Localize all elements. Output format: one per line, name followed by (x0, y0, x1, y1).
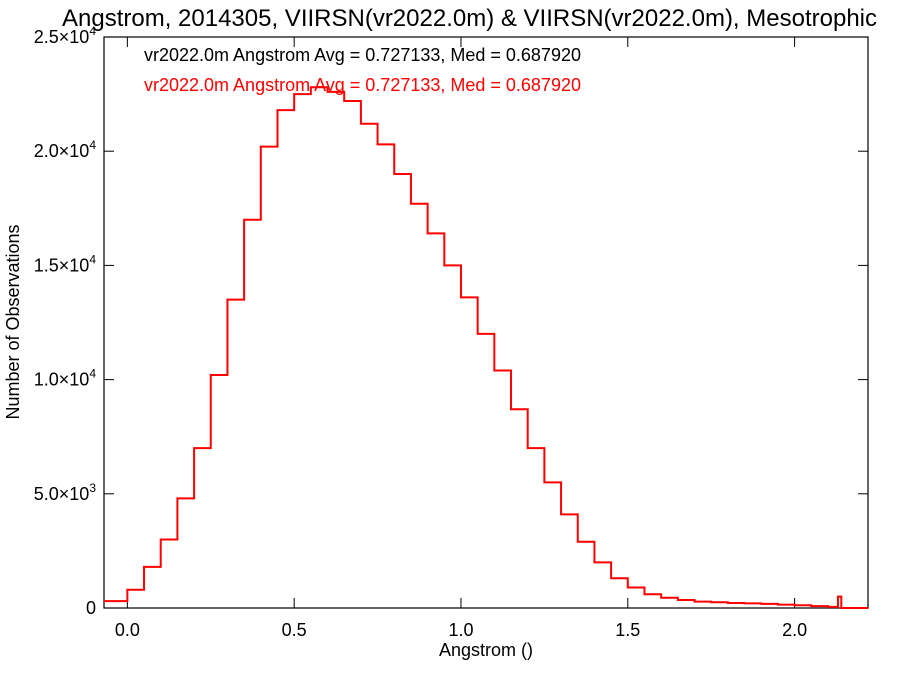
y-tick-label: 2.0×104 (34, 138, 97, 161)
x-tick-label: 2.0 (782, 620, 807, 640)
x-tick-label: 0.0 (115, 620, 140, 640)
y-tick-label: 0 (86, 598, 96, 618)
x-tick-label: 0.5 (282, 620, 307, 640)
x-axis: 0.0 0.5 1.0 1.5 2.0 (115, 37, 807, 640)
y-tick-label: 1.0×104 (34, 367, 97, 390)
histogram-series-0 (104, 86, 868, 609)
y-axis: 0 5.0×103 1.0×104 1.5×104 2.0×104 2.5×104 (34, 24, 868, 618)
x-axis-label: Angstrom () (439, 640, 533, 660)
y-tick-label: 5.0×103 (34, 481, 97, 504)
x-tick-label: 1.0 (448, 620, 473, 640)
annotation-black: vr2022.0m Angstrom Avg = 0.727133, Med =… (144, 45, 581, 65)
annotation-red: vr2022.0m Angstrom Avg = 0.727133, Med =… (144, 75, 581, 95)
x-tick-label: 1.5 (615, 620, 640, 640)
y-axis-label: Number of Observations (3, 224, 23, 419)
series-layer (104, 86, 868, 609)
y-tick-label: 2.5×104 (34, 24, 97, 47)
y-tick-label: 1.5×104 (34, 252, 97, 275)
plot-frame (103, 36, 869, 609)
chart-title: Angstrom, 2014305, VIIRSN(vr2022.0m) & V… (62, 5, 877, 32)
